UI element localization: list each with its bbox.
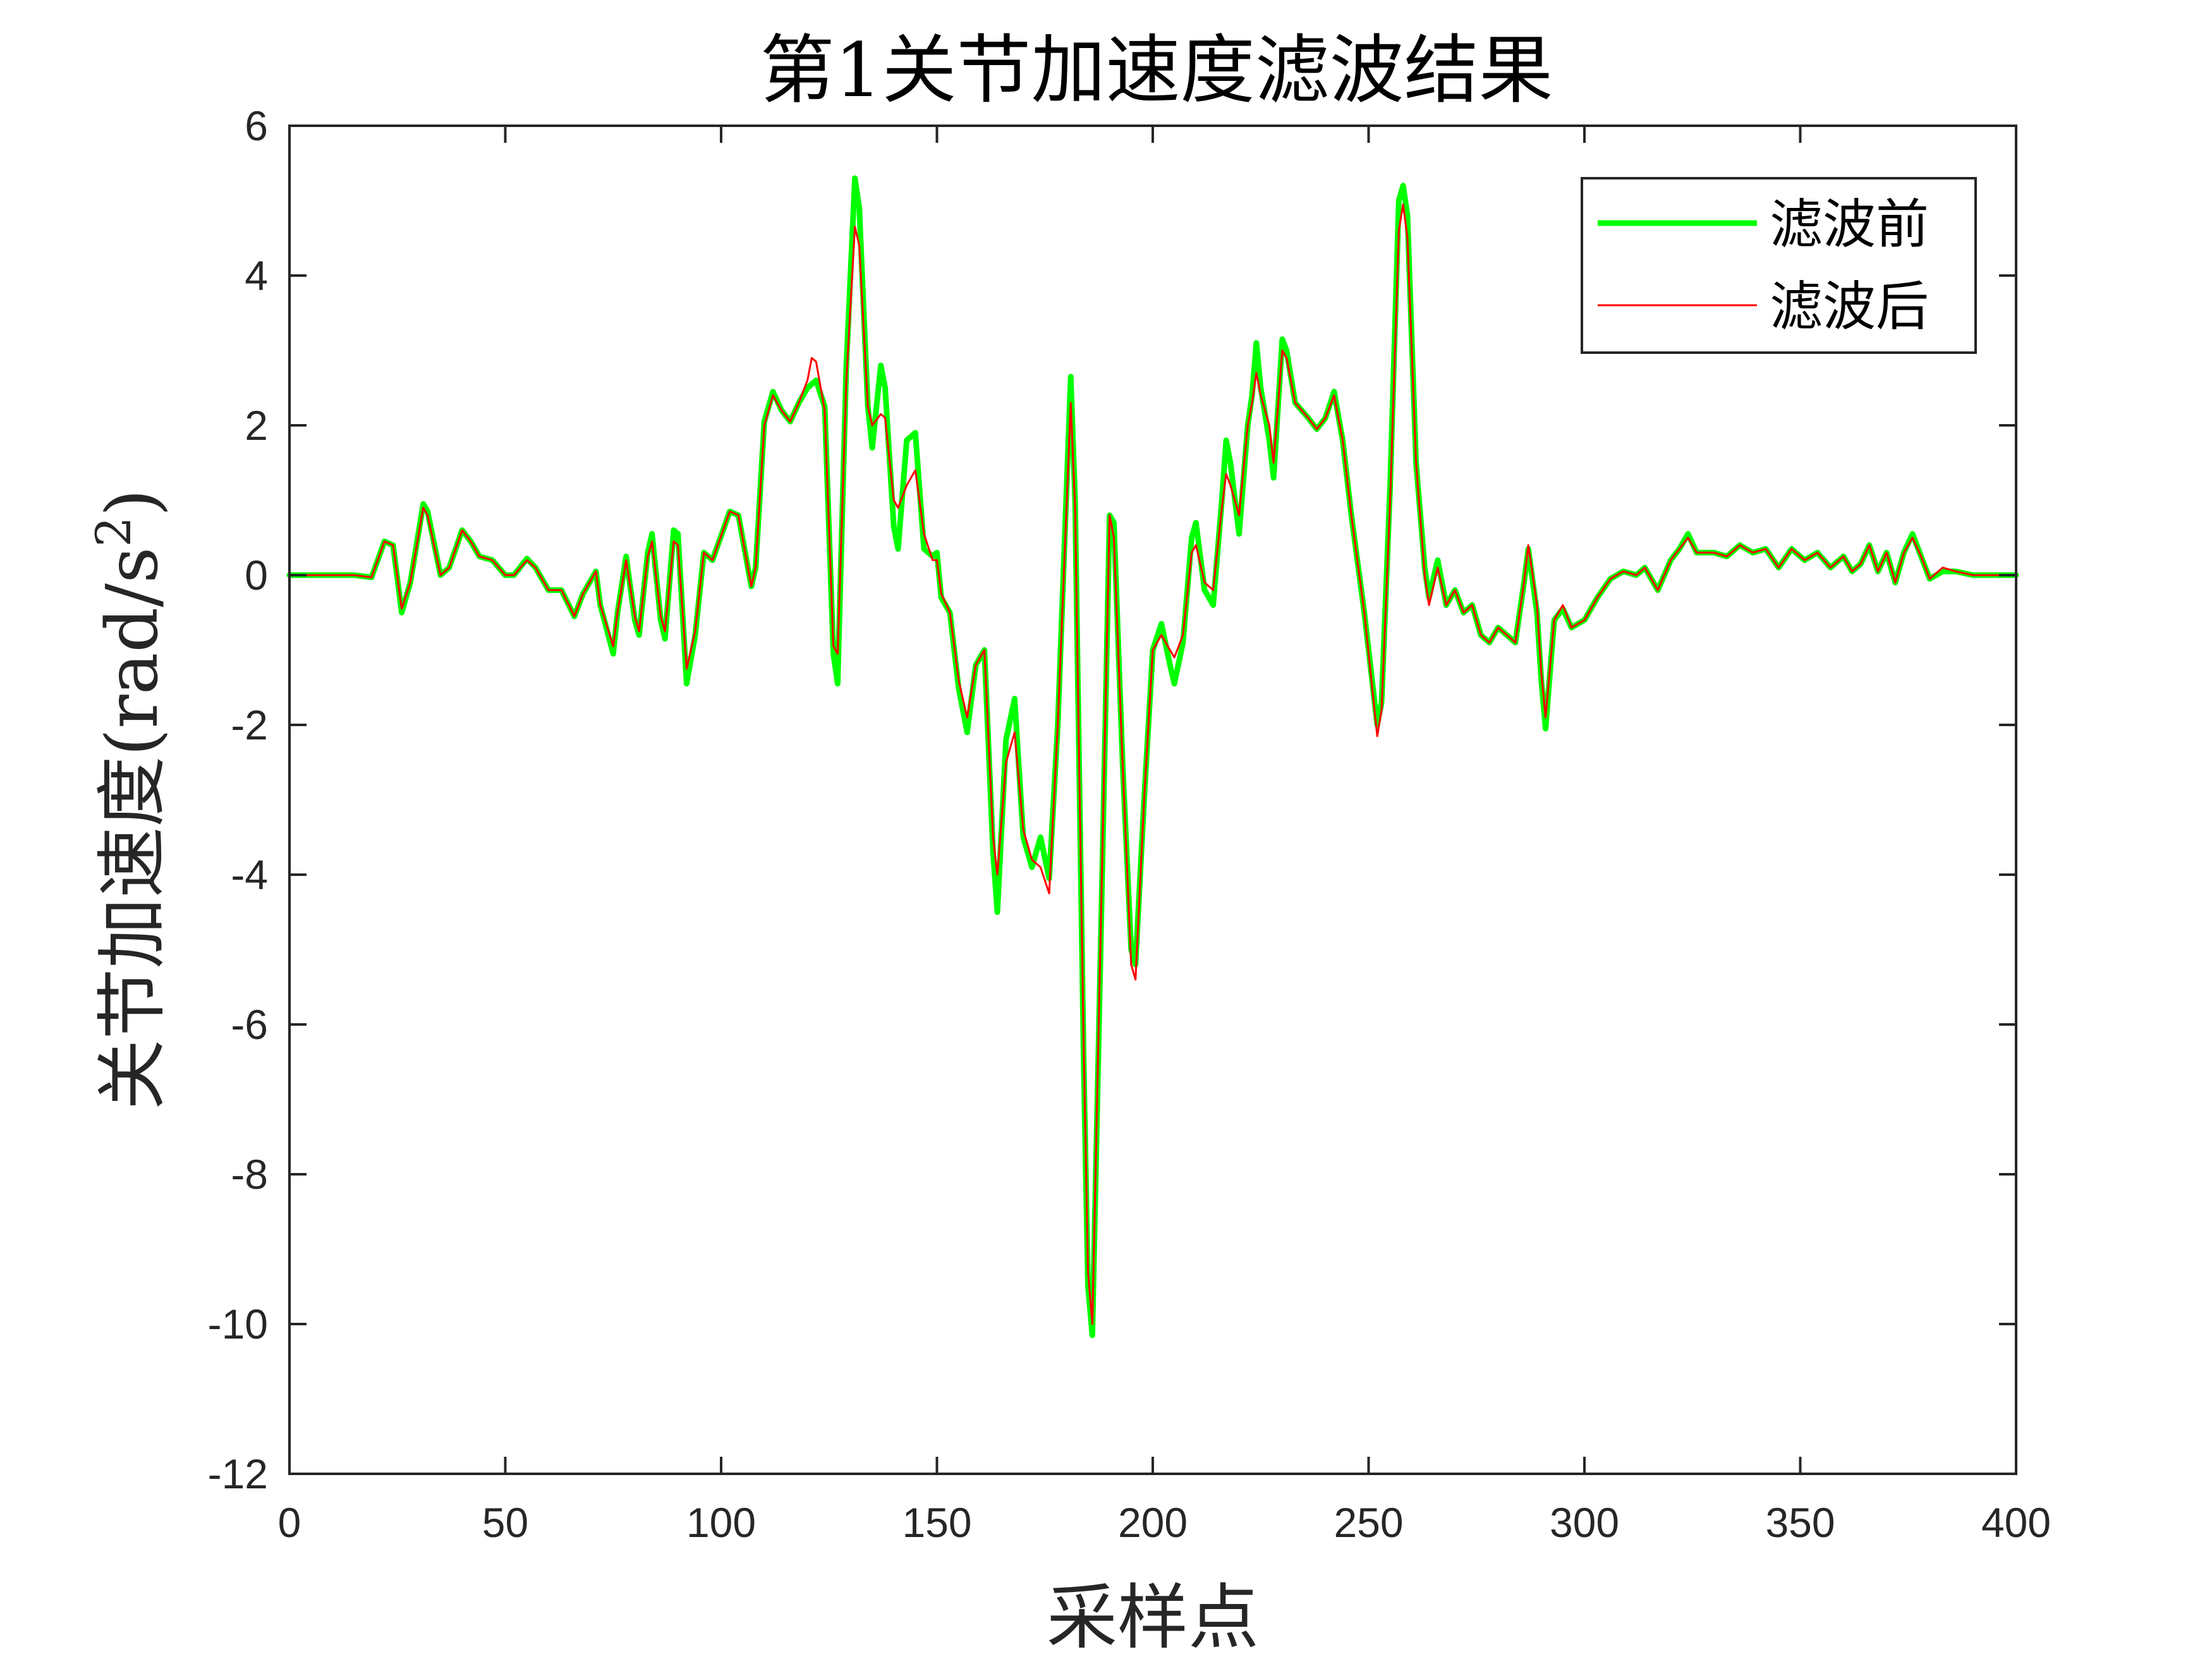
x-tick-labels: 0 50 100 150 200 250 300 350 400: [278, 1499, 2051, 1546]
y-tick-label: -12: [208, 1450, 268, 1497]
y-tick-label: -2: [231, 702, 268, 748]
x-axis-label: 采样点: [1047, 1577, 1259, 1659]
chart-title: 第1关节加速度滤波结果: [760, 27, 1553, 114]
legend-label-before: 滤波前: [1770, 193, 1929, 255]
series-line-after-filter: [288, 203, 2017, 1325]
x-tick-label: 300: [1550, 1499, 1619, 1546]
legend: 滤波前 滤波后: [1581, 177, 1977, 354]
y-tick-labels: -12 -10 -8 -6 -4 -2 0 2 4 6: [208, 102, 268, 1497]
x-tick-label: 200: [1118, 1499, 1188, 1546]
x-tick-label: 150: [902, 1499, 971, 1546]
y-tick-label: -6: [231, 1001, 268, 1048]
legend-box: [1581, 177, 1977, 354]
y-tick-label: -8: [231, 1151, 268, 1198]
y-axis-label: 关节加速度(rad/s2): [85, 489, 174, 1110]
y-axis-label-close: ): [92, 489, 174, 517]
x-tick-label: 350: [1765, 1499, 1835, 1546]
y-tick-label: -10: [208, 1301, 268, 1347]
x-tick-label: 100: [686, 1499, 756, 1546]
y-tick-label: 0: [245, 552, 268, 599]
x-tick-label: 400: [1981, 1499, 2051, 1546]
series-layer: [286, 175, 2019, 1339]
y-axis-label-main: 关节加速度(rad/s: [92, 547, 174, 1110]
y-tick-label: 2: [245, 402, 268, 449]
y-axis-label-superscript: 2: [85, 516, 142, 547]
legend-label-after: 滤波后: [1770, 276, 1929, 337]
y-tick-label: 4: [245, 252, 268, 299]
y-tick-label: 6: [245, 102, 268, 149]
axes-box: [288, 125, 2017, 1475]
x-tick-label: 50: [482, 1499, 528, 1546]
x-tick-label: 250: [1334, 1499, 1403, 1546]
y-tick-label: -4: [231, 851, 268, 898]
x-tick-label: 0: [278, 1499, 301, 1546]
